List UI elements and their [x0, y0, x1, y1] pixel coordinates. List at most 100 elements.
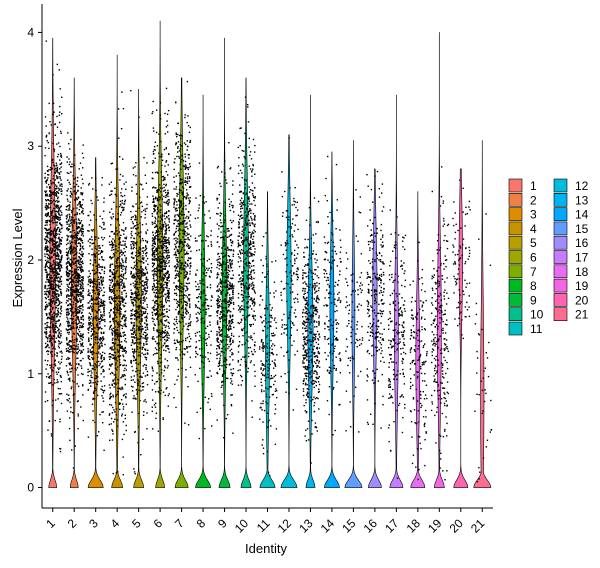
data-point: [153, 283, 155, 285]
data-point: [49, 325, 51, 328]
data-point: [47, 337, 49, 339]
data-point: [52, 268, 54, 270]
data-point: [71, 267, 73, 269]
data-point: [72, 467, 75, 469]
data-point: [120, 341, 123, 343]
data-point: [138, 426, 140, 428]
data-point: [167, 131, 169, 133]
data-point: [59, 418, 61, 420]
data-point: [89, 358, 91, 361]
data-point: [47, 174, 49, 176]
data-point: [114, 411, 116, 413]
data-point: [167, 277, 169, 279]
data-point: [57, 298, 59, 300]
data-point: [95, 303, 98, 305]
data-point: [80, 300, 82, 302]
data-point: [155, 224, 157, 226]
data-point: [50, 300, 52, 302]
data-point: [70, 236, 72, 238]
data-point: [100, 332, 103, 335]
data-point: [117, 218, 119, 220]
data-point: [74, 299, 76, 301]
data-point: [78, 283, 80, 285]
data-point: [82, 296, 85, 299]
data-point: [80, 365, 82, 367]
data-point: [142, 299, 144, 302]
data-point: [73, 221, 75, 224]
data-point: [95, 315, 98, 317]
data-point: [157, 234, 159, 236]
data-point: [123, 286, 125, 289]
data-point: [125, 364, 127, 367]
data-point: [96, 312, 98, 314]
data-point: [160, 140, 162, 143]
data-point: [187, 329, 190, 331]
data-point: [48, 287, 50, 290]
data-point: [95, 365, 98, 367]
data-point: [53, 262, 55, 264]
data-point: [113, 294, 116, 297]
data-point: [187, 197, 189, 199]
data-point: [59, 222, 61, 224]
data-point: [49, 377, 51, 379]
data-point: [125, 259, 127, 261]
data-point: [122, 158, 124, 160]
data-point: [163, 235, 166, 238]
data-point: [66, 393, 68, 395]
data-point: [133, 395, 135, 397]
data-point: [103, 287, 105, 289]
data-point: [93, 214, 95, 216]
data-point: [59, 105, 61, 108]
data-point: [56, 228, 58, 231]
data-point: [54, 200, 57, 203]
data-point: [59, 302, 61, 304]
data-point: [95, 372, 98, 374]
data-point: [151, 221, 153, 223]
data-point: [186, 121, 188, 124]
data-point: [155, 230, 158, 232]
data-point: [133, 336, 135, 338]
data-point: [132, 369, 134, 372]
data-point: [89, 259, 92, 261]
data-point: [65, 208, 67, 211]
data-point: [79, 280, 82, 282]
data-point: [109, 194, 111, 196]
data-point: [109, 302, 111, 304]
data-point: [137, 255, 139, 258]
data-point: [139, 315, 141, 318]
data-point: [53, 341, 56, 343]
data-point: [108, 296, 111, 299]
data-point: [158, 259, 160, 262]
data-point: [136, 263, 138, 265]
data-point: [103, 308, 105, 310]
data-point: [154, 267, 156, 270]
data-point: [77, 357, 79, 359]
data-point: [118, 403, 120, 405]
data-point: [66, 314, 68, 316]
data-point: [138, 381, 140, 383]
data-point: [143, 411, 145, 413]
data-point: [54, 271, 56, 273]
data-point: [66, 254, 68, 256]
data-point: [80, 316, 82, 318]
data-point: [58, 341, 61, 343]
data-point: [65, 267, 68, 269]
data-point: [74, 199, 76, 201]
data-point: [159, 268, 161, 270]
data-point: [51, 183, 53, 185]
data-point: [57, 280, 60, 282]
data-point: [162, 313, 164, 316]
data-point: [69, 371, 71, 373]
data-point: [91, 322, 93, 325]
data-point: [96, 366, 98, 369]
data-point: [136, 297, 138, 299]
data-point: [59, 393, 61, 395]
data-point: [162, 277, 164, 279]
data-point: [70, 247, 72, 250]
data-point: [184, 226, 186, 228]
data-point: [135, 203, 137, 205]
data-point: [159, 260, 161, 263]
data-point: [103, 291, 106, 293]
data-point: [158, 374, 161, 376]
data-point: [133, 322, 135, 324]
